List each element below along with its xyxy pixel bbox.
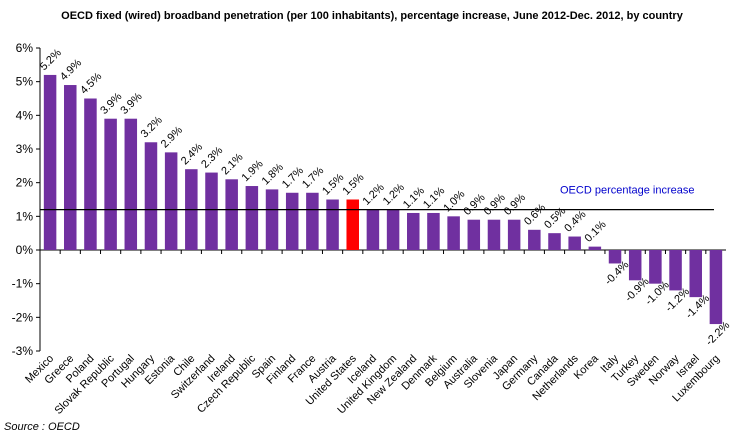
bar-iceland (366, 209, 380, 250)
bar-israel (689, 250, 702, 298)
bar-sweden (649, 250, 662, 284)
bar-denmark (427, 212, 440, 250)
bar-turkey (628, 250, 642, 281)
value-label: 2.9% (159, 124, 185, 150)
y-tick-label: 3% (16, 142, 34, 156)
bar-italy (608, 250, 622, 264)
bar-poland (84, 98, 97, 250)
y-tick-label: 4% (16, 108, 34, 122)
bar-australia (467, 219, 481, 250)
y-tick-label: 6% (16, 41, 34, 55)
value-label: 1.5% (340, 171, 366, 197)
value-label: 3.9% (118, 90, 144, 116)
bar-netherlands (568, 236, 581, 250)
chart-bars (43, 74, 723, 325)
bar-austria (326, 199, 339, 250)
bar-korea (588, 246, 602, 250)
y-tick-label: 0% (16, 243, 34, 257)
value-label: 4.5% (78, 70, 104, 96)
bar-united-kingdom (386, 209, 400, 250)
value-label: 3.9% (98, 90, 124, 116)
bar-norway (669, 250, 682, 291)
bar-germany (528, 229, 541, 250)
reference-line-label: OECD percentage increase (560, 185, 695, 197)
value-label: 4.9% (58, 57, 84, 83)
source-note: Source : OECD (4, 421, 80, 433)
bar-spain (265, 189, 279, 250)
bar-mexico (43, 74, 57, 250)
y-tick-label: 1% (16, 209, 34, 223)
y-tick-label: -2% (12, 310, 34, 324)
y-tick-label: -3% (12, 344, 34, 358)
bar-slovak-republic (104, 118, 117, 250)
bar-belgium (447, 216, 460, 250)
bar-luxembourg (709, 250, 723, 325)
y-tick-label: 5% (16, 75, 34, 89)
bar-portugal (124, 118, 138, 250)
bar-switzerland (205, 172, 218, 250)
value-label: 0.1% (582, 218, 608, 244)
value-label: 1.2% (361, 181, 387, 207)
bar-japan (507, 219, 521, 250)
value-label: 5.2% (38, 47, 64, 73)
bar-canada (548, 233, 561, 250)
bar-estonia (164, 152, 178, 250)
bar-czech-republic (245, 186, 259, 250)
reference-line-group: OECD percentage increase (40, 185, 714, 211)
value-label: 0.9% (502, 191, 528, 217)
value-label: 3.2% (139, 114, 165, 140)
bar-slovenia (487, 219, 501, 250)
bar-new-zealand (407, 212, 420, 250)
bar-finland (285, 192, 299, 250)
bar-hungary (144, 142, 158, 250)
chart-title: OECD fixed (wired) broadband penetration… (61, 10, 683, 22)
bar-greece (64, 85, 77, 251)
y-tick-label: 2% (16, 176, 34, 190)
bar-united-states (346, 199, 359, 250)
bar-france (306, 192, 319, 250)
bar-ireland (225, 179, 238, 250)
value-label: 0.9% (482, 191, 508, 217)
y-tick-label: -1% (12, 277, 34, 291)
